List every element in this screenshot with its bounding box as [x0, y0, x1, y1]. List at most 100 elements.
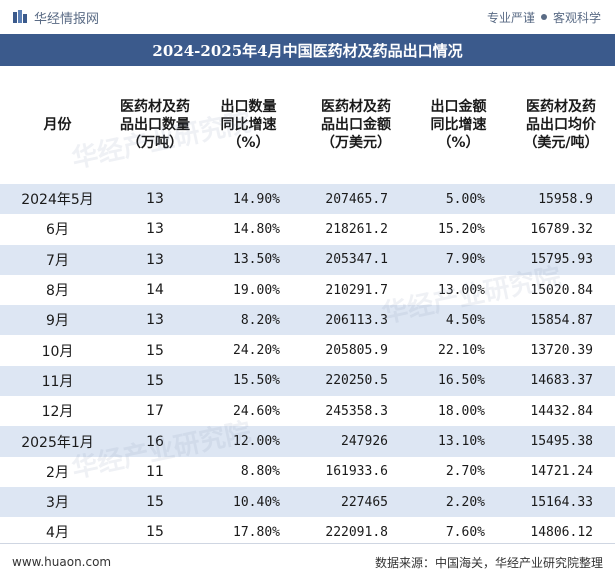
table-row: 2025年1月 16 12.00% 247926 13.10% 15495.38 [0, 426, 615, 457]
cell-avg-price: 15795.93 [507, 244, 615, 275]
table-row: 3月 15 10.40% 227465 2.20% 15164.33 [0, 486, 615, 518]
data-source: 数据来源：中国海关，华经产业研究院整理 [374, 555, 603, 570]
cell-amount: 206113.3 [302, 305, 410, 336]
cell-amount-growth: 7.60% [410, 517, 507, 548]
cell-quantity-growth: 8.80% [195, 456, 302, 487]
cell-month: 12月 [0, 396, 115, 427]
top-bar: 华经情报网 专业严谨 客观科学 [0, 0, 615, 34]
cell-amount-growth: 22.10% [410, 335, 507, 366]
site-url[interactable]: www.huaon.com [12, 555, 112, 569]
cell-amount-growth: 5.00% [410, 184, 507, 215]
cell-amount: 227465 [302, 486, 410, 518]
cell-amount-growth: 18.00% [410, 396, 507, 427]
export-table: 月份 医药材及药 品出口数量 （万吨） 出口数量 同比增速 （%） 医药材及药 品出口金额… [0, 66, 615, 548]
cell-avg-price: 15854.87 [507, 305, 615, 336]
table-row: 2024年5月 13 14.90% 207465.7 5.00% 15958.9 [0, 184, 615, 215]
table-row: 12月 17 24.60% 245358.3 18.00% 14432.84 [0, 396, 615, 427]
cell-amount: 218261.2 [302, 214, 410, 245]
slogan-right: 客观科学 [552, 10, 601, 25]
cell-amount: 205347.1 [302, 244, 410, 275]
cell-quantity-growth: 17.80% [195, 517, 302, 548]
page-title: 2024-2025年4月中国医药材及药品出口情况 [0, 34, 615, 66]
cell-quantity: 13 [115, 214, 195, 245]
cell-avg-price: 15020.84 [507, 274, 615, 306]
cell-avg-price: 15495.38 [507, 426, 615, 457]
table-row: 7月 13 13.50% 205347.1 7.90% 15795.93 [0, 244, 615, 275]
table-row: 6月 13 14.80% 218261.2 15.20% 16789.32 [0, 214, 615, 245]
cell-quantity-growth: 14.90% [195, 184, 302, 215]
cell-amount-growth: 15.20% [410, 214, 507, 245]
cell-amount-growth: 13.10% [410, 426, 507, 457]
cell-amount-growth: 2.20% [410, 486, 507, 518]
cell-amount-growth: 16.50% [410, 365, 507, 397]
cell-quantity-growth: 24.60% [195, 396, 302, 427]
cell-month: 7月 [0, 244, 115, 275]
cell-quantity: 16 [115, 426, 195, 457]
cell-amount: 247926 [302, 426, 410, 457]
table-row: 9月 13 8.20% 206113.3 4.50% 15854.87 [0, 305, 615, 336]
cell-quantity-growth: 12.00% [195, 426, 302, 457]
table-header-row: 月份 医药材及药 品出口数量 （万吨） 出口数量 同比增速 （%） 医药材及药 品出口金额… [0, 66, 615, 184]
cell-month: 11月 [0, 365, 115, 397]
table-row: 4月 15 17.80% 222091.8 7.60% 14806.12 [0, 517, 615, 548]
cell-month: 6月 [0, 214, 115, 245]
cell-quantity: 13 [115, 244, 195, 275]
cell-quantity-growth: 19.00% [195, 274, 302, 306]
slogan: 专业严谨 客观科学 [487, 9, 601, 26]
cell-quantity: 13 [115, 305, 195, 336]
col-header-quantity: 医药材及药 品出口数量 （万吨） [120, 99, 190, 151]
col-header-month: 月份 [43, 117, 72, 133]
cell-quantity: 15 [115, 517, 195, 548]
cell-avg-price: 15164.33 [507, 486, 615, 518]
cell-amount-growth: 13.00% [410, 274, 507, 306]
table-body: 2024年5月 13 14.90% 207465.7 5.00% 15958.9 6月 13 1… [0, 184, 615, 548]
cell-avg-price: 13720.39 [507, 335, 615, 366]
brand[interactable]: 华经情报网 [12, 8, 99, 27]
cell-amount: 161933.6 [302, 456, 410, 487]
cell-avg-price: 14806.12 [507, 517, 615, 548]
cell-amount: 210291.7 [302, 274, 410, 306]
cell-quantity: 14 [115, 274, 195, 306]
cell-quantity: 15 [115, 486, 195, 518]
cell-month: 2024年5月 [0, 184, 115, 215]
cell-quantity-growth: 24.20% [195, 335, 302, 366]
cell-month: 2025年1月 [0, 426, 115, 457]
table-row: 8月 14 19.00% 210291.7 13.00% 15020.84 [0, 274, 615, 306]
col-header-quantity-growth: 出口数量 同比增速 （%） [220, 99, 277, 151]
cell-quantity-growth: 10.40% [195, 486, 302, 518]
cell-quantity-growth: 13.50% [195, 244, 302, 275]
col-header-amount: 医药材及药 品出口金额 （万美元） [321, 99, 391, 151]
cell-avg-price: 14683.37 [507, 365, 615, 397]
cell-quantity: 15 [115, 365, 195, 397]
cell-month: 9月 [0, 305, 115, 336]
cell-month: 10月 [0, 335, 115, 366]
cell-quantity-growth: 8.20% [195, 305, 302, 336]
cell-avg-price: 15958.9 [507, 184, 615, 215]
bullet-dot-icon [540, 14, 547, 20]
cell-month: 2月 [0, 456, 115, 487]
cell-amount: 205805.9 [302, 335, 410, 366]
cell-quantity: 15 [115, 335, 195, 366]
cell-avg-price: 14432.84 [507, 396, 615, 427]
cell-quantity: 17 [115, 396, 195, 427]
cell-amount: 222091.8 [302, 517, 410, 548]
cell-quantity: 11 [115, 456, 195, 487]
cell-amount-growth: 4.50% [410, 305, 507, 336]
cell-amount: 207465.7 [302, 184, 410, 215]
brand-name: 华经情报网 [34, 11, 100, 27]
huajing-logo-icon [13, 10, 27, 23]
table-row: 10月 15 24.20% 205805.9 22.10% 13720.39 [0, 335, 615, 366]
col-header-avg-price: 医药材及药 品出口均价 （美元/吨） [523, 99, 599, 151]
slogan-left: 专业严谨 [486, 10, 535, 25]
cell-quantity: 13 [115, 184, 195, 215]
cell-amount-growth: 2.70% [410, 456, 507, 487]
cell-amount: 245358.3 [302, 396, 410, 427]
cell-quantity-growth: 14.80% [195, 214, 302, 245]
cell-quantity-growth: 15.50% [195, 365, 302, 397]
cell-avg-price: 16789.32 [507, 214, 615, 245]
cell-amount-growth: 7.90% [410, 244, 507, 275]
table-row: 2月 11 8.80% 161933.6 2.70% 14721.24 [0, 456, 615, 487]
footer: www.huaon.com 数据来源：中国海关，华经产业研究院整理 [0, 543, 615, 580]
cell-month: 8月 [0, 274, 115, 306]
cell-month: 3月 [0, 486, 115, 518]
